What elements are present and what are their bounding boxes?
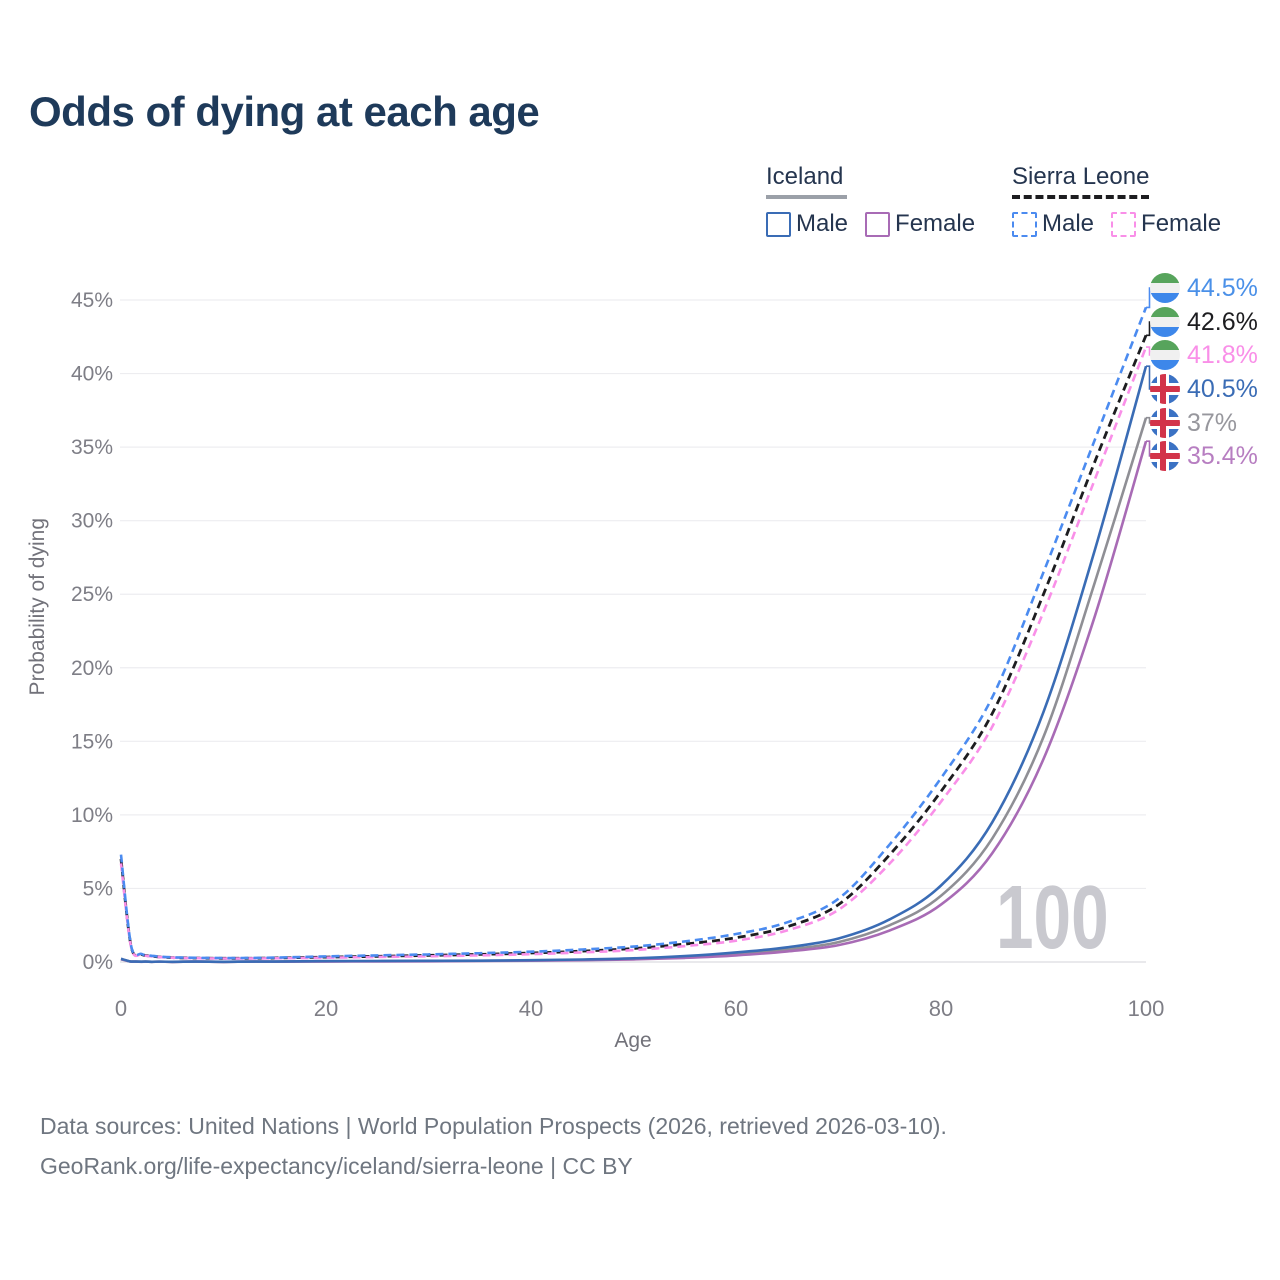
legend-header-sierra-leone[interactable]: Sierra Leone xyxy=(1012,163,1221,199)
legend-header-label: Iceland xyxy=(766,163,844,190)
series-sl-total[interactable] xyxy=(119,334,1148,960)
iceland-flag-icon xyxy=(1150,408,1180,438)
sierra-leone-flag-icon xyxy=(1150,307,1180,337)
y-tick-label: 5% xyxy=(83,877,113,900)
sierra-leone-flag-icon xyxy=(1150,273,1180,303)
end-label-value: 42.6% xyxy=(1187,308,1258,336)
sierra-leone-female-swatch-icon xyxy=(1111,211,1137,237)
legend-item-label: Male xyxy=(796,210,849,237)
y-tick-label: 40% xyxy=(71,363,113,386)
legend-item-label: Female xyxy=(1141,210,1222,237)
y-tick-label: 25% xyxy=(71,583,113,606)
legend-item-label: Male xyxy=(1042,210,1095,237)
iceland-flag-icon xyxy=(1150,441,1180,471)
x-tick-label: 60 xyxy=(724,996,748,1021)
legend-group-iceland: Iceland Male Female xyxy=(766,163,975,238)
end-label-sierra-leone-female: 41.8% xyxy=(1150,340,1258,370)
legend-items-sierra-leone: Male Female xyxy=(1012,210,1221,238)
x-axis-title: Age xyxy=(614,1029,652,1052)
x-tick-label: 100 xyxy=(1128,996,1165,1021)
end-label-sierra-leone-total: 42.6% xyxy=(1150,307,1258,337)
y-axis-title: Probability of dying xyxy=(26,518,49,696)
end-label-iceland-total: 37% xyxy=(1150,408,1237,438)
series-is-female[interactable] xyxy=(120,440,1148,964)
end-label-iceland-female: 35.4% xyxy=(1150,441,1258,471)
y-tick-label: 30% xyxy=(71,510,113,533)
footer-url-line: GeoRank.org/life-expectancy/iceland/sier… xyxy=(40,1153,633,1179)
sierra-leone-male-swatch-icon xyxy=(1012,211,1037,237)
x-tick-label: 40 xyxy=(519,996,543,1021)
end-label-sierra-leone-male: 44.5% xyxy=(1150,273,1258,303)
end-label-value: 40.5% xyxy=(1187,375,1258,403)
series-sl-male[interactable] xyxy=(119,306,1148,960)
legend-item-iceland-female[interactable]: Female xyxy=(865,210,975,238)
legend-item-sierra-leone-female[interactable]: Female xyxy=(1111,210,1221,238)
iceland-female-swatch-icon xyxy=(865,211,891,237)
y-tick-label: 35% xyxy=(71,436,113,459)
series-is-male[interactable] xyxy=(120,365,1148,964)
sierra-leone-line-style-sample xyxy=(1012,195,1149,199)
footer: Data sources: United Nations | World Pop… xyxy=(40,1106,947,1186)
x-tick-label: 0 xyxy=(115,996,127,1021)
y-tick-label: 10% xyxy=(71,804,113,827)
iceland-line-style-sample xyxy=(766,195,847,199)
legend-item-sierra-leone-male[interactable]: Male xyxy=(1012,210,1094,238)
end-label-value: 41.8% xyxy=(1187,341,1258,369)
end-label-iceland-male: 40.5% xyxy=(1150,374,1258,404)
series-sl-female[interactable] xyxy=(119,346,1148,960)
end-label-value: 35.4% xyxy=(1187,442,1258,470)
iceland-male-swatch-icon xyxy=(766,211,791,237)
legend-item-iceland-male[interactable]: Male xyxy=(766,210,848,238)
series-is-total[interactable] xyxy=(120,417,1148,964)
legend-items-iceland: Male Female xyxy=(766,210,975,238)
age-indicator: 100 xyxy=(996,868,1109,968)
x-tick-label: 20 xyxy=(314,996,338,1021)
legend-group-sierra-leone: Sierra Leone Male Female xyxy=(1012,163,1221,238)
y-tick-label: 0% xyxy=(83,951,113,974)
page-title: Odds of dying at each age xyxy=(29,88,540,135)
end-label-value: 37% xyxy=(1187,409,1238,437)
x-tick-label: 80 xyxy=(929,996,953,1021)
y-tick-label: 15% xyxy=(71,730,113,753)
y-tick-label: 45% xyxy=(71,289,113,312)
legend-header-label: Sierra Leone xyxy=(1012,163,1150,190)
y-tick-label: 20% xyxy=(71,657,113,680)
iceland-flag-icon xyxy=(1150,374,1180,404)
legend-item-label: Female xyxy=(895,210,976,237)
end-label-value: 44.5% xyxy=(1187,274,1258,302)
sierra-leone-flag-icon xyxy=(1150,340,1180,370)
legend-header-iceland[interactable]: Iceland xyxy=(766,163,975,199)
footer-source-line: Data sources: United Nations | World Pop… xyxy=(40,1113,947,1139)
